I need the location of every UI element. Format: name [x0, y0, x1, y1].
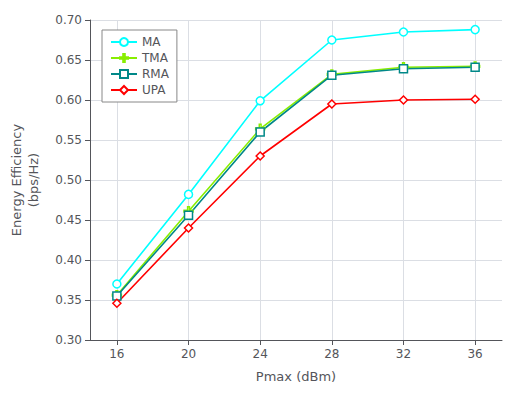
svg-text:0.40: 0.40 — [55, 253, 82, 267]
svg-text:TMA: TMA — [141, 51, 169, 65]
svg-text:(bps/Hz): (bps/Hz) — [26, 153, 41, 207]
svg-text:UPA: UPA — [142, 83, 166, 97]
svg-text:36: 36 — [467, 347, 482, 361]
svg-text:0.35: 0.35 — [55, 293, 82, 307]
svg-text:20: 20 — [181, 347, 196, 361]
svg-text:0.55: 0.55 — [55, 133, 82, 147]
svg-text:Energy Efficiency: Energy Efficiency — [9, 124, 24, 237]
svg-text:MA: MA — [142, 35, 161, 49]
svg-text:32: 32 — [396, 347, 411, 361]
svg-text:0.50: 0.50 — [55, 173, 82, 187]
svg-text:16: 16 — [109, 347, 124, 361]
svg-text:28: 28 — [324, 347, 339, 361]
svg-text:0.65: 0.65 — [55, 53, 82, 67]
svg-text:Pmax (dBm): Pmax (dBm) — [256, 369, 336, 384]
svg-text:0.70: 0.70 — [55, 13, 82, 27]
svg-text:0.45: 0.45 — [55, 213, 82, 227]
svg-text:RMA: RMA — [142, 67, 170, 81]
svg-text:0.60: 0.60 — [55, 93, 82, 107]
svg-text:24: 24 — [253, 347, 268, 361]
svg-text:0.30: 0.30 — [55, 333, 82, 347]
